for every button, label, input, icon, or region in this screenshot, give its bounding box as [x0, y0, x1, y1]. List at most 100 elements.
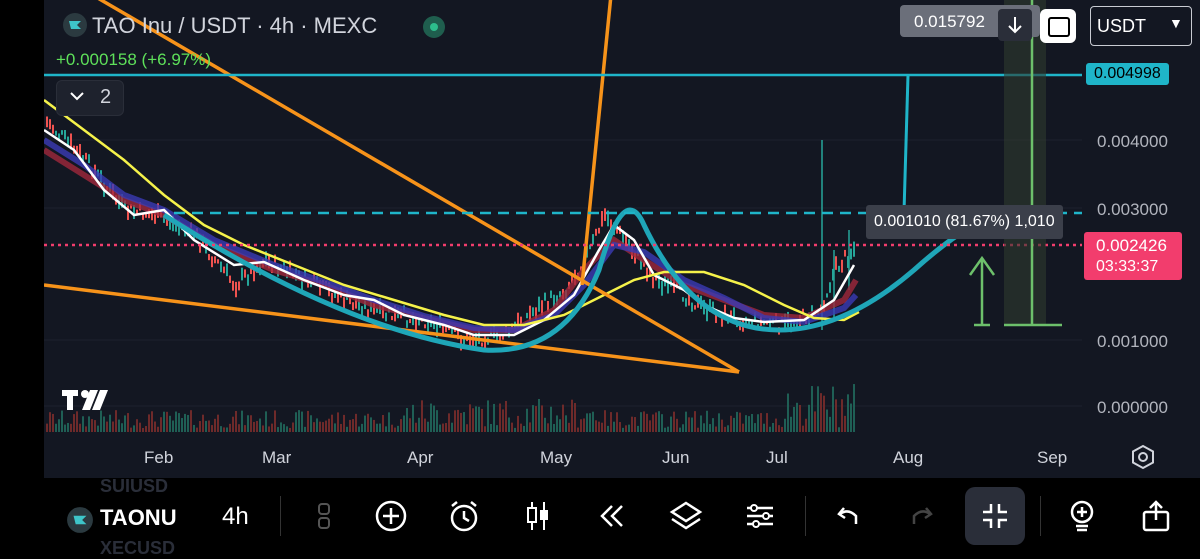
volume-bar — [130, 427, 132, 432]
volume-bar — [535, 406, 537, 432]
candle — [595, 228, 597, 236]
volume-bar — [412, 404, 414, 432]
candle — [556, 295, 558, 306]
volume-bar — [697, 427, 699, 432]
fullscreen-icon — [1048, 17, 1070, 37]
volume-bar — [166, 411, 168, 432]
candle — [85, 152, 87, 160]
symbol-title[interactable]: TAO Inu / USDT · 4h · MEXC — [92, 13, 378, 38]
market-status-indicator[interactable] — [423, 16, 445, 38]
resistance-price-label: 0.004998 — [1086, 63, 1169, 85]
candle — [529, 305, 531, 321]
currency-select[interactable]: USDT ▼ — [1090, 6, 1192, 46]
candle — [616, 226, 618, 234]
candle — [796, 322, 798, 331]
volume-bar — [208, 420, 210, 432]
candle — [832, 268, 834, 281]
candle — [418, 317, 420, 326]
volume-bar — [226, 427, 228, 432]
bulb-icon[interactable] — [1064, 498, 1100, 534]
volume-bar — [763, 423, 765, 432]
volume-bar — [370, 417, 372, 432]
arrow-down-icon — [1008, 17, 1022, 34]
replay-icon[interactable] — [594, 498, 630, 534]
volume-bar — [598, 421, 600, 432]
candle — [319, 280, 321, 296]
volume-bar — [244, 425, 246, 432]
volume-bar — [796, 402, 798, 432]
scroll-down-button[interactable] — [998, 9, 1032, 41]
candle — [154, 212, 156, 224]
share-icon[interactable] — [1138, 498, 1174, 534]
plus-circle-icon[interactable] — [373, 498, 409, 534]
volume-bar — [223, 427, 225, 432]
volume-bar — [793, 406, 795, 432]
volume-bar — [121, 423, 123, 432]
volume-bar — [409, 418, 411, 432]
volume-bar — [505, 400, 507, 432]
candle — [61, 130, 63, 135]
volume-bar — [112, 421, 114, 432]
price-chart[interactable] — [44, 0, 1200, 478]
volume-bar — [73, 414, 75, 432]
volume-bar — [385, 426, 387, 432]
volume-bar — [379, 423, 381, 432]
volume-bar — [592, 411, 594, 432]
redo-icon[interactable] — [904, 498, 940, 534]
candles-icon[interactable] — [520, 498, 556, 534]
candle — [622, 230, 624, 246]
volume-bar — [631, 416, 633, 432]
candle — [685, 298, 687, 307]
volume-bar — [616, 412, 618, 432]
candle — [289, 260, 291, 271]
volume-bar — [361, 423, 363, 432]
volume-bar — [94, 420, 96, 432]
volume-bar — [622, 427, 624, 432]
alarm-icon[interactable] — [446, 498, 482, 534]
chart-area[interactable]: 0.001010 (81.67%) 1,010 0.004000 0.00300… — [44, 0, 1200, 478]
volume-bar — [280, 422, 282, 432]
candle — [301, 276, 303, 290]
collapse-icon[interactable] — [977, 498, 1013, 534]
candle — [604, 208, 606, 222]
volume-bar — [706, 410, 708, 432]
fullscreen-button[interactable] — [1040, 9, 1076, 43]
volume-bar — [571, 399, 573, 432]
volume-bar — [565, 415, 567, 432]
volume-bar — [733, 417, 735, 432]
candle — [244, 269, 246, 278]
volume-bar — [634, 417, 636, 432]
volume-bar — [436, 410, 438, 432]
layers-icon[interactable] — [668, 498, 704, 534]
volume-bar — [190, 410, 192, 432]
sliders-icon[interactable] — [742, 498, 778, 534]
candle — [241, 267, 243, 281]
volume-bar — [607, 425, 609, 432]
symbol-search-button[interactable]: TAONU — [100, 505, 177, 530]
candle — [511, 323, 513, 330]
volume-bar — [118, 419, 120, 432]
volume-bar — [661, 414, 663, 432]
volume-bar — [502, 409, 504, 432]
volume-bar — [703, 423, 705, 432]
drag-handle-icon[interactable] — [306, 498, 342, 534]
volume-bar — [655, 412, 657, 432]
volume-bar — [100, 410, 102, 432]
volume-bar — [232, 416, 234, 432]
price-change: +0.000158 (+6.97%) — [56, 50, 212, 69]
candle — [733, 307, 735, 321]
undo-icon[interactable] — [830, 498, 866, 534]
volume-bar — [148, 414, 150, 432]
collapse-button[interactable] — [965, 487, 1025, 545]
candle — [484, 336, 486, 353]
candle — [706, 308, 708, 322]
volume-bar — [151, 411, 153, 432]
volume-bar — [406, 408, 408, 432]
interval-button[interactable]: 4h — [222, 503, 249, 530]
candle — [79, 144, 81, 159]
settings-icon[interactable] — [1130, 444, 1156, 470]
indicators-toggle-button[interactable]: 2 — [56, 80, 124, 116]
volume-bar — [106, 421, 108, 432]
volume-bar — [709, 424, 711, 432]
candle — [835, 256, 837, 270]
